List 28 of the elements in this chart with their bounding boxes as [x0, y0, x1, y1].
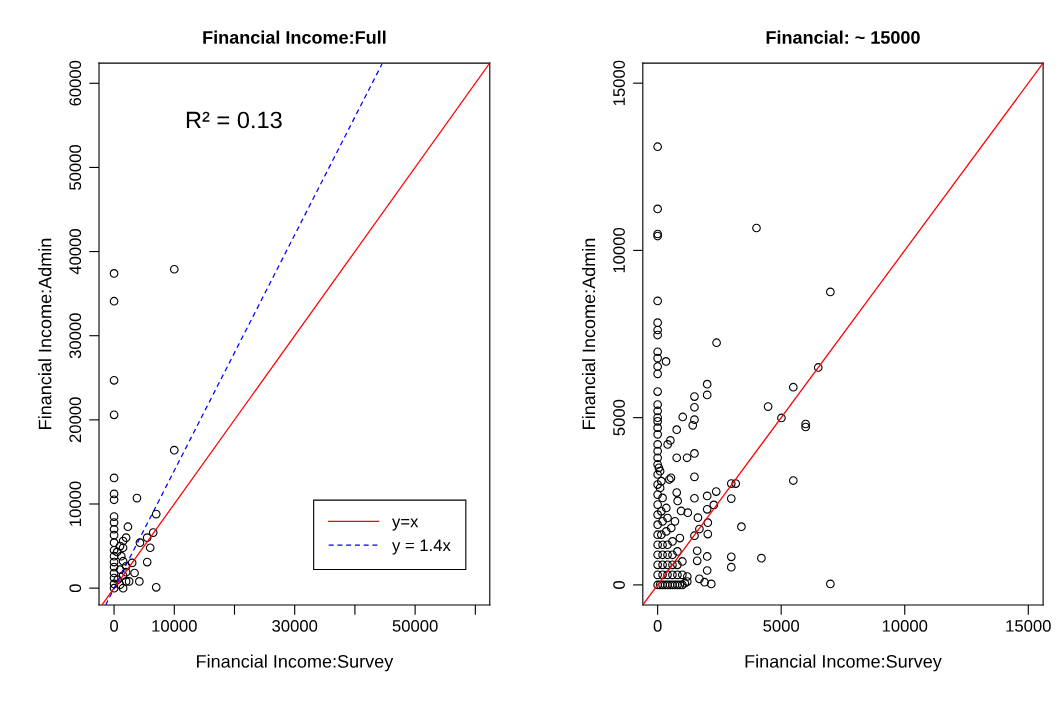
y-tick-label: 15000 — [613, 60, 625, 106]
x-tick-label: 5000 — [763, 619, 800, 632]
x-tick-label: 0 — [653, 619, 662, 632]
y-tick-label: 60000 — [69, 60, 82, 106]
legend-label: y=x — [392, 518, 419, 531]
legend-label: y = 1.4x — [392, 539, 451, 555]
y-tick-label: 10000 — [69, 481, 82, 526]
annotation: R² = 0.13 — [186, 111, 282, 129]
y-tick-label: 10000 — [613, 227, 625, 273]
y-axis-title: Financial Income:Admin — [38, 238, 52, 429]
chart-title: Financial Income:Full — [203, 30, 386, 44]
x-tick-label: 0 — [110, 619, 119, 632]
chart-title: Financial: ~ 15000 — [766, 30, 920, 44]
x-axis-title: Financial Income:Survey — [197, 654, 394, 672]
y-axis-title: Financial Income:Admin — [581, 238, 596, 429]
y-tick-label: 30000 — [69, 313, 82, 359]
x-axis-title: Financial Income:Survey — [745, 654, 942, 672]
x-tick-label: 15000 — [1006, 619, 1051, 632]
y-tick-label: 5000 — [613, 399, 625, 436]
x-tick-label: 30000 — [272, 619, 318, 632]
y-tick-label: 0 — [69, 584, 82, 593]
x-tick-label: 50000 — [392, 619, 438, 632]
y-tick-label: 20000 — [69, 397, 82, 443]
y-tick-label: 50000 — [69, 144, 82, 190]
y-tick-label: 40000 — [69, 229, 82, 275]
y-tick-label: 0 — [613, 580, 625, 589]
x-tick-label: 10000 — [882, 619, 928, 632]
x-tick-label: 10000 — [152, 619, 197, 632]
